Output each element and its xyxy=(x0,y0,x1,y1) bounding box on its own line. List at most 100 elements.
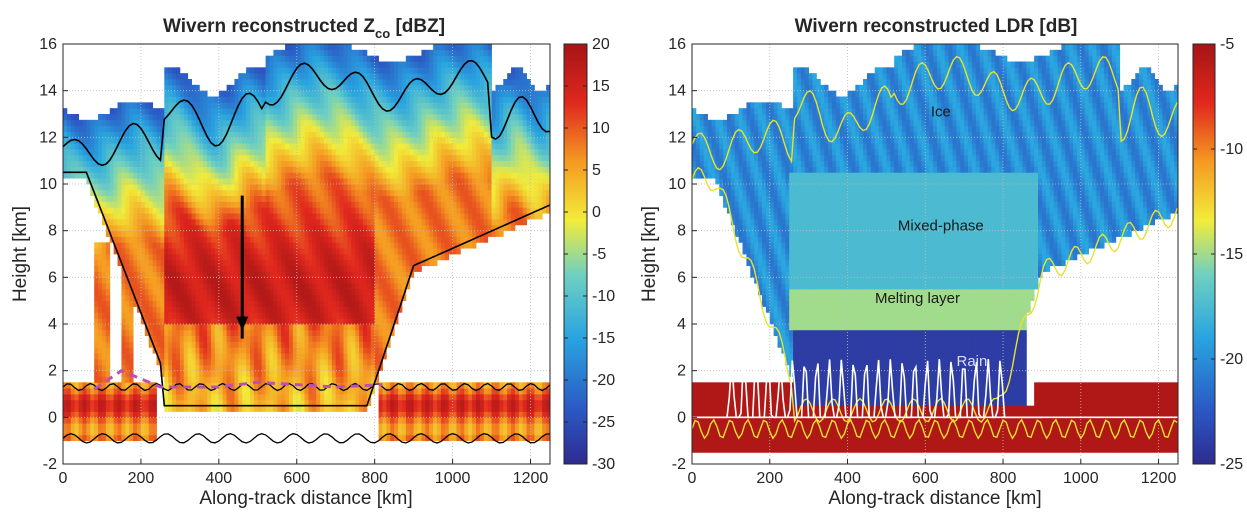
zco-cell xyxy=(265,219,270,226)
zco-cell xyxy=(164,335,169,342)
zco-cell xyxy=(378,96,383,103)
zco-cell xyxy=(339,306,344,313)
zco-cell xyxy=(257,405,263,412)
zco-cell xyxy=(183,207,189,214)
zco-cell xyxy=(98,271,103,278)
zco-cell xyxy=(78,434,83,442)
zco-cell xyxy=(144,207,150,214)
zco-cell xyxy=(156,207,161,214)
zco-cell xyxy=(98,114,103,121)
zco-cell xyxy=(187,405,192,412)
zco-cell xyxy=(86,166,91,173)
zco-cell xyxy=(183,341,189,348)
zco-cell xyxy=(401,213,407,220)
zco-cell xyxy=(179,289,185,296)
zco-cell xyxy=(370,108,376,115)
zco-cell xyxy=(238,160,243,167)
zco-cell xyxy=(140,213,146,220)
zco-cell xyxy=(183,108,189,115)
zco-cell xyxy=(425,195,430,202)
zco-cell xyxy=(308,125,313,132)
zco-cell xyxy=(175,67,181,74)
zco-cell xyxy=(288,125,294,132)
zco-cell xyxy=(355,236,360,243)
zco-cell xyxy=(331,178,337,185)
zco-cell xyxy=(101,189,107,197)
zco-cell xyxy=(366,195,372,202)
zco-cell xyxy=(355,213,360,220)
zco-cell xyxy=(413,434,418,442)
zco-cell xyxy=(121,353,126,360)
zco-cell xyxy=(109,394,115,401)
zco-cell xyxy=(394,306,399,313)
zco-cell xyxy=(214,265,220,272)
zco-cell xyxy=(140,224,146,232)
zco-cell xyxy=(117,172,122,179)
zco-cell xyxy=(187,189,192,197)
zco-cell xyxy=(324,96,329,103)
zco-cell xyxy=(203,102,208,109)
zco-cell xyxy=(78,137,83,144)
zco-cell xyxy=(327,388,333,395)
zco-cell xyxy=(409,236,415,243)
zco-cell xyxy=(250,399,255,407)
zco-cell xyxy=(281,329,286,337)
zco-cell xyxy=(125,265,130,272)
zco-cell xyxy=(312,224,317,232)
zco-cell xyxy=(125,137,130,144)
zco-cell xyxy=(374,125,379,132)
zco-cell xyxy=(331,195,337,202)
zco-cell xyxy=(421,254,426,261)
zco-cell xyxy=(382,96,387,103)
zco-cell xyxy=(292,61,298,68)
zco-cell xyxy=(257,271,263,278)
zco-cell xyxy=(335,318,341,325)
zco-cell xyxy=(230,230,235,237)
zco-cell xyxy=(366,329,372,337)
zco-cell xyxy=(195,224,200,232)
zco-cell xyxy=(285,102,290,109)
zco-cell xyxy=(413,79,418,86)
zco-cell xyxy=(129,172,134,179)
zco-cell xyxy=(242,370,247,377)
zco-cell xyxy=(125,201,130,208)
zco-cell xyxy=(409,213,415,220)
zco-cell xyxy=(195,405,200,412)
zco-cell xyxy=(101,125,107,132)
zco-cell xyxy=(261,108,266,115)
zco-cell xyxy=(250,73,255,80)
zco-cell xyxy=(82,434,87,442)
zco-cell xyxy=(288,376,294,383)
zco-cell xyxy=(250,300,255,307)
zco-cell xyxy=(78,394,83,401)
zco-cell xyxy=(288,160,294,167)
zco-cell xyxy=(183,102,189,109)
zco-cell xyxy=(405,102,411,109)
zco-cell xyxy=(98,166,103,173)
zco-cell xyxy=(339,219,344,226)
zco-cell xyxy=(288,67,294,74)
zco-cell xyxy=(109,224,115,232)
zco-cell xyxy=(125,306,130,313)
zco-cell xyxy=(168,318,173,325)
zco-cell xyxy=(172,230,177,237)
zco-cell xyxy=(269,289,274,296)
zco-cell xyxy=(226,359,231,366)
zco-cell xyxy=(312,283,317,290)
zco-cell xyxy=(327,172,333,179)
zco-cell xyxy=(343,166,348,173)
zco-cell xyxy=(273,213,278,220)
zco-cell xyxy=(386,125,391,132)
zco-cell xyxy=(222,184,228,191)
zco-cell xyxy=(312,259,317,267)
zco-cell xyxy=(304,55,309,62)
zco-cell xyxy=(324,73,329,80)
zco-cell xyxy=(421,259,426,267)
zco-cell xyxy=(218,201,224,208)
zco-cell xyxy=(374,242,379,249)
zco-cell xyxy=(366,265,372,272)
zco-cell xyxy=(168,114,173,121)
zco-cell xyxy=(292,201,298,208)
zco-cell xyxy=(195,84,200,92)
zco-cell xyxy=(351,353,356,360)
